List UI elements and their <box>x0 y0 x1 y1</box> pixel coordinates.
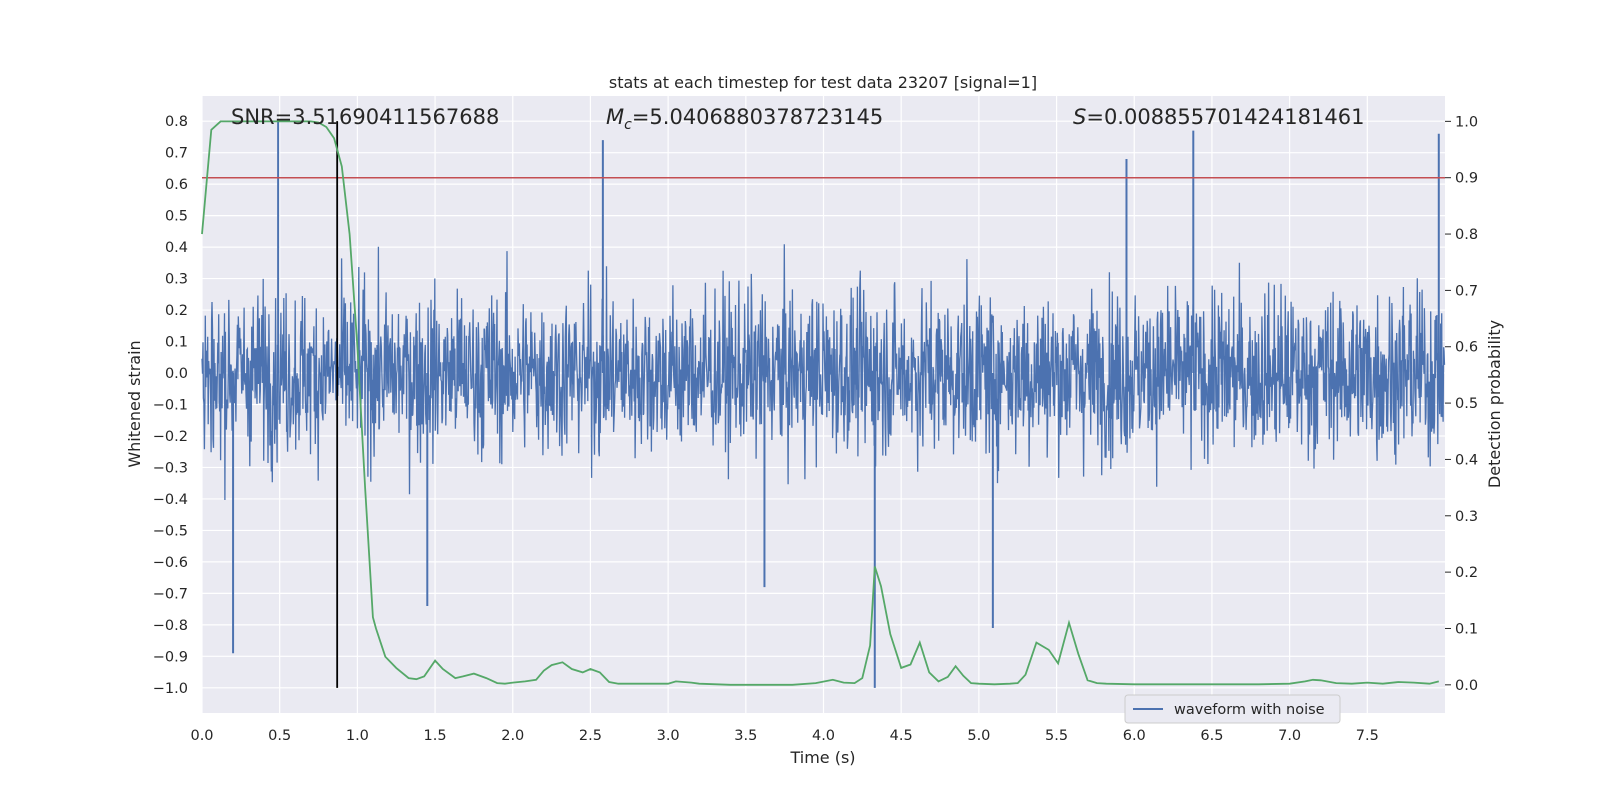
waveform-series-line <box>201 244 1446 501</box>
x-tick-label: 0.5 <box>268 728 291 744</box>
s-value: =0.008855701424181461 <box>1086 105 1364 129</box>
y-left-tick-label: −0.5 <box>153 523 188 539</box>
y-left-tick-label: −0.8 <box>153 618 188 634</box>
chirp-mass-symbol: M <box>606 105 624 129</box>
y-left-tick-label: 0.8 <box>165 114 188 130</box>
y-left-tick-label: −0.1 <box>153 398 188 414</box>
y-right-tick-label: 1.0 <box>1455 114 1478 130</box>
y-left-tick-label: 0.2 <box>165 303 188 319</box>
y-right-tick-label: 0.1 <box>1455 621 1478 637</box>
right-axis: 1.0 0.9 0.8 0.7 0.6 0.5 0.4 0.3 0.2 0.1 0.0 <box>1445 114 1478 694</box>
x-tick-label: 7.0 <box>1278 728 1301 744</box>
x-axis: 0.0 0.5 1.0 1.5 2.0 2.5 3.0 3.5 4.0 4.5 5.0 5.5 6.0 6… <box>190 728 1378 744</box>
chirp-mass-value: =5.0406880378723145 <box>632 105 883 129</box>
y-left-tick-label: 0.3 <box>165 272 188 288</box>
y-left-tick-label: −0.6 <box>153 555 188 571</box>
s-annotation: S=0.008855701424181461 <box>1073 105 1364 129</box>
x-tick-label: 6.0 <box>1123 728 1146 744</box>
x-tick-label: 7.5 <box>1356 728 1379 744</box>
chirp-mass-annotation: Mc=5.0406880378723145 <box>606 105 883 133</box>
legend-box <box>1124 694 1341 724</box>
x-tick-label: 3.0 <box>657 728 680 744</box>
x-axis-label: Time (s) <box>789 748 855 767</box>
y-right-tick-label: 0.9 <box>1455 171 1478 187</box>
y-left-tick-label: 0.7 <box>165 146 188 162</box>
x-tick-label: 4.0 <box>812 728 835 744</box>
x-tick-label: 4.5 <box>890 728 913 744</box>
chirp-mass-subscript: c <box>624 117 632 133</box>
chart-title: stats at each timestep for test data 232… <box>609 73 1037 92</box>
snr-annotation: SNR=3.51690411567688 <box>231 105 499 129</box>
s-symbol: S <box>1073 105 1086 129</box>
x-tick-label: 5.5 <box>1045 728 1068 744</box>
left-axis: 0.8 0.7 0.6 0.5 0.4 0.3 0.2 0.1 0.0 −0.1 −0.2 −0.3 −… <box>153 114 188 697</box>
plot-area <box>201 120 1446 688</box>
y-right-tick-label: 0.3 <box>1455 509 1478 525</box>
y-left-tick-label: 0.0 <box>165 366 188 382</box>
x-tick-label: 3.5 <box>734 728 757 744</box>
y-left-tick-label: 0.1 <box>165 335 188 351</box>
y-right-tick-label: 0.0 <box>1455 678 1478 694</box>
y-left-tick-label: −0.7 <box>153 586 188 602</box>
y-right-tick-label: 0.7 <box>1455 283 1478 299</box>
y-right-tick-label: 0.5 <box>1455 396 1478 412</box>
y-right-tick-label: 0.2 <box>1455 565 1478 581</box>
x-tick-label: 1.0 <box>346 728 369 744</box>
y-axis-right-label: Detection probability <box>1485 320 1504 488</box>
y-left-tick-label: 0.4 <box>165 240 188 256</box>
y-left-tick-label: −0.4 <box>153 492 188 508</box>
detection-probability-line <box>201 120 1440 686</box>
y-left-tick-label: 0.6 <box>165 177 188 193</box>
y-left-tick-label: −0.2 <box>153 429 188 445</box>
x-tick-label: 0.0 <box>190 728 213 744</box>
y-right-tick-label: 0.4 <box>1455 452 1478 468</box>
x-tick-label: 2.0 <box>501 728 524 744</box>
x-tick-label: 1.5 <box>424 728 447 744</box>
y-left-tick-label: −0.9 <box>153 649 188 665</box>
legend: waveform with noise <box>1124 694 1341 724</box>
legend-label: waveform with noise <box>1174 702 1325 718</box>
y-axis-left-label: Whitened strain <box>125 340 144 467</box>
y-right-tick-label: 0.8 <box>1455 227 1478 243</box>
x-tick-label: 2.5 <box>579 728 602 744</box>
y-left-tick-label: 0.5 <box>165 209 188 225</box>
y-right-tick-label: 0.6 <box>1455 340 1478 356</box>
y-left-tick-label: −1.0 <box>153 681 188 697</box>
x-tick-label: 5.0 <box>967 728 990 744</box>
y-left-tick-label: −0.3 <box>153 460 188 476</box>
x-tick-label: 6.5 <box>1200 728 1223 744</box>
